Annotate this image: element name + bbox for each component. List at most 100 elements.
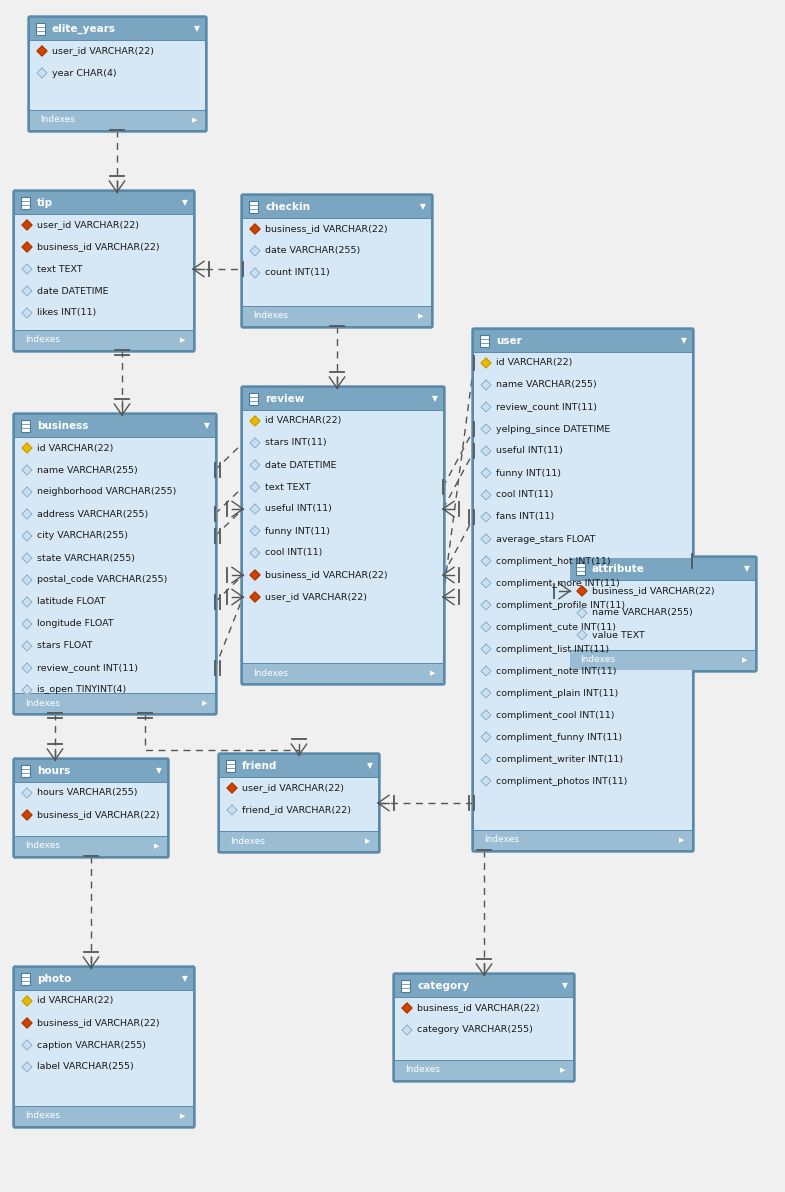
Bar [21,197,30,209]
Text: business_id VARCHAR(22): business_id VARCHAR(22) [37,811,159,820]
Text: Indexes: Indexes [25,699,60,708]
Bar [243,306,431,325]
Polygon shape [22,788,32,797]
Text: funny INT(11): funny INT(11) [265,527,330,535]
Polygon shape [250,570,260,581]
Text: name VARCHAR(255): name VARCHAR(255) [592,608,692,617]
Text: friend_id VARCHAR(22): friend_id VARCHAR(22) [242,806,351,814]
Polygon shape [250,592,260,602]
Bar [576,563,585,575]
Polygon shape [481,446,491,457]
Text: ▶: ▶ [203,700,208,706]
Bar [570,581,755,650]
Text: compliment_cute INT(11): compliment_cute INT(11) [496,622,616,632]
Text: Indexes: Indexes [405,1066,440,1074]
Text: Indexes: Indexes [230,837,265,845]
Text: stars FLOAT: stars FLOAT [37,641,93,651]
Bar [474,352,692,830]
Text: ▼: ▼ [681,336,687,346]
Polygon shape [481,358,491,368]
Text: Indexes: Indexes [253,311,288,321]
Text: business: business [37,421,89,432]
Text: user_id VARCHAR(22): user_id VARCHAR(22) [242,783,344,793]
Text: attribute: attribute [592,564,644,575]
Text: review_count INT(11): review_count INT(11) [37,664,138,672]
Text: ▶: ▶ [365,838,371,844]
Text: friend: friend [242,760,277,771]
Text: text TEXT: text TEXT [265,483,311,491]
Text: fans INT(11): fans INT(11) [496,513,554,522]
Polygon shape [250,548,260,558]
Bar [220,831,378,851]
Polygon shape [227,783,237,793]
Text: date DATETIME: date DATETIME [265,460,337,470]
FancyBboxPatch shape [13,758,169,858]
FancyBboxPatch shape [472,328,694,852]
Polygon shape [22,221,32,230]
Polygon shape [22,488,32,497]
Polygon shape [227,805,237,815]
FancyBboxPatch shape [28,15,207,132]
Bar [243,195,431,218]
Bar [243,218,431,306]
Bar [15,330,193,350]
Bar [15,192,193,215]
Text: ▼: ▼ [182,975,188,983]
Text: value TEXT: value TEXT [592,631,644,639]
Polygon shape [22,1039,32,1050]
Text: ▼: ▼ [432,395,438,404]
Text: Indexes: Indexes [253,669,288,677]
Text: ▼: ▼ [744,565,750,573]
Bar [30,41,205,110]
Text: longitude FLOAT: longitude FLOAT [37,620,114,628]
FancyBboxPatch shape [218,753,380,853]
Polygon shape [481,710,491,720]
Text: checkin: checkin [265,201,310,212]
Text: ▼: ▼ [367,762,373,770]
Text: city VARCHAR(255): city VARCHAR(255) [37,532,128,540]
Text: label VARCHAR(255): label VARCHAR(255) [37,1062,133,1072]
Text: cool INT(11): cool INT(11) [496,490,553,499]
Polygon shape [22,263,32,274]
Polygon shape [22,286,32,296]
Text: name VARCHAR(255): name VARCHAR(255) [496,380,597,390]
Text: ▶: ▶ [560,1067,566,1073]
Text: is_open TINYINT(4): is_open TINYINT(4) [37,685,126,695]
Polygon shape [481,534,491,544]
Text: caption VARCHAR(255): caption VARCHAR(255) [37,1041,146,1049]
Polygon shape [250,224,260,234]
Polygon shape [481,666,491,676]
Polygon shape [22,465,32,474]
Text: text TEXT: text TEXT [37,265,82,273]
Polygon shape [481,732,491,741]
Polygon shape [37,46,47,56]
Bar [570,650,755,670]
Text: ▶: ▶ [181,337,186,343]
Text: ▶: ▶ [430,670,436,676]
Polygon shape [577,631,587,640]
Text: neighborhood VARCHAR(255): neighborhood VARCHAR(255) [37,488,177,497]
FancyBboxPatch shape [393,973,575,1082]
Text: Indexes: Indexes [25,335,60,344]
FancyBboxPatch shape [13,966,195,1128]
Bar [243,663,443,683]
Text: year CHAR(4): year CHAR(4) [52,68,117,77]
Text: funny INT(11): funny INT(11) [496,468,561,478]
Text: count INT(11): count INT(11) [265,268,330,278]
FancyBboxPatch shape [13,412,217,715]
Text: ▶: ▶ [679,837,685,843]
Text: date VARCHAR(255): date VARCHAR(255) [265,247,360,255]
Polygon shape [481,380,491,390]
Text: useful INT(11): useful INT(11) [496,447,563,455]
Polygon shape [250,482,260,492]
Polygon shape [22,641,32,651]
Text: state VARCHAR(255): state VARCHAR(255) [37,553,135,563]
Text: photo: photo [37,974,71,985]
Text: user_id VARCHAR(22): user_id VARCHAR(22) [52,46,154,56]
Bar [30,18,205,41]
Text: date DATETIME: date DATETIME [37,286,108,296]
Bar [15,1106,193,1126]
Bar [30,110,205,130]
Bar [243,410,443,663]
Bar [15,968,193,991]
